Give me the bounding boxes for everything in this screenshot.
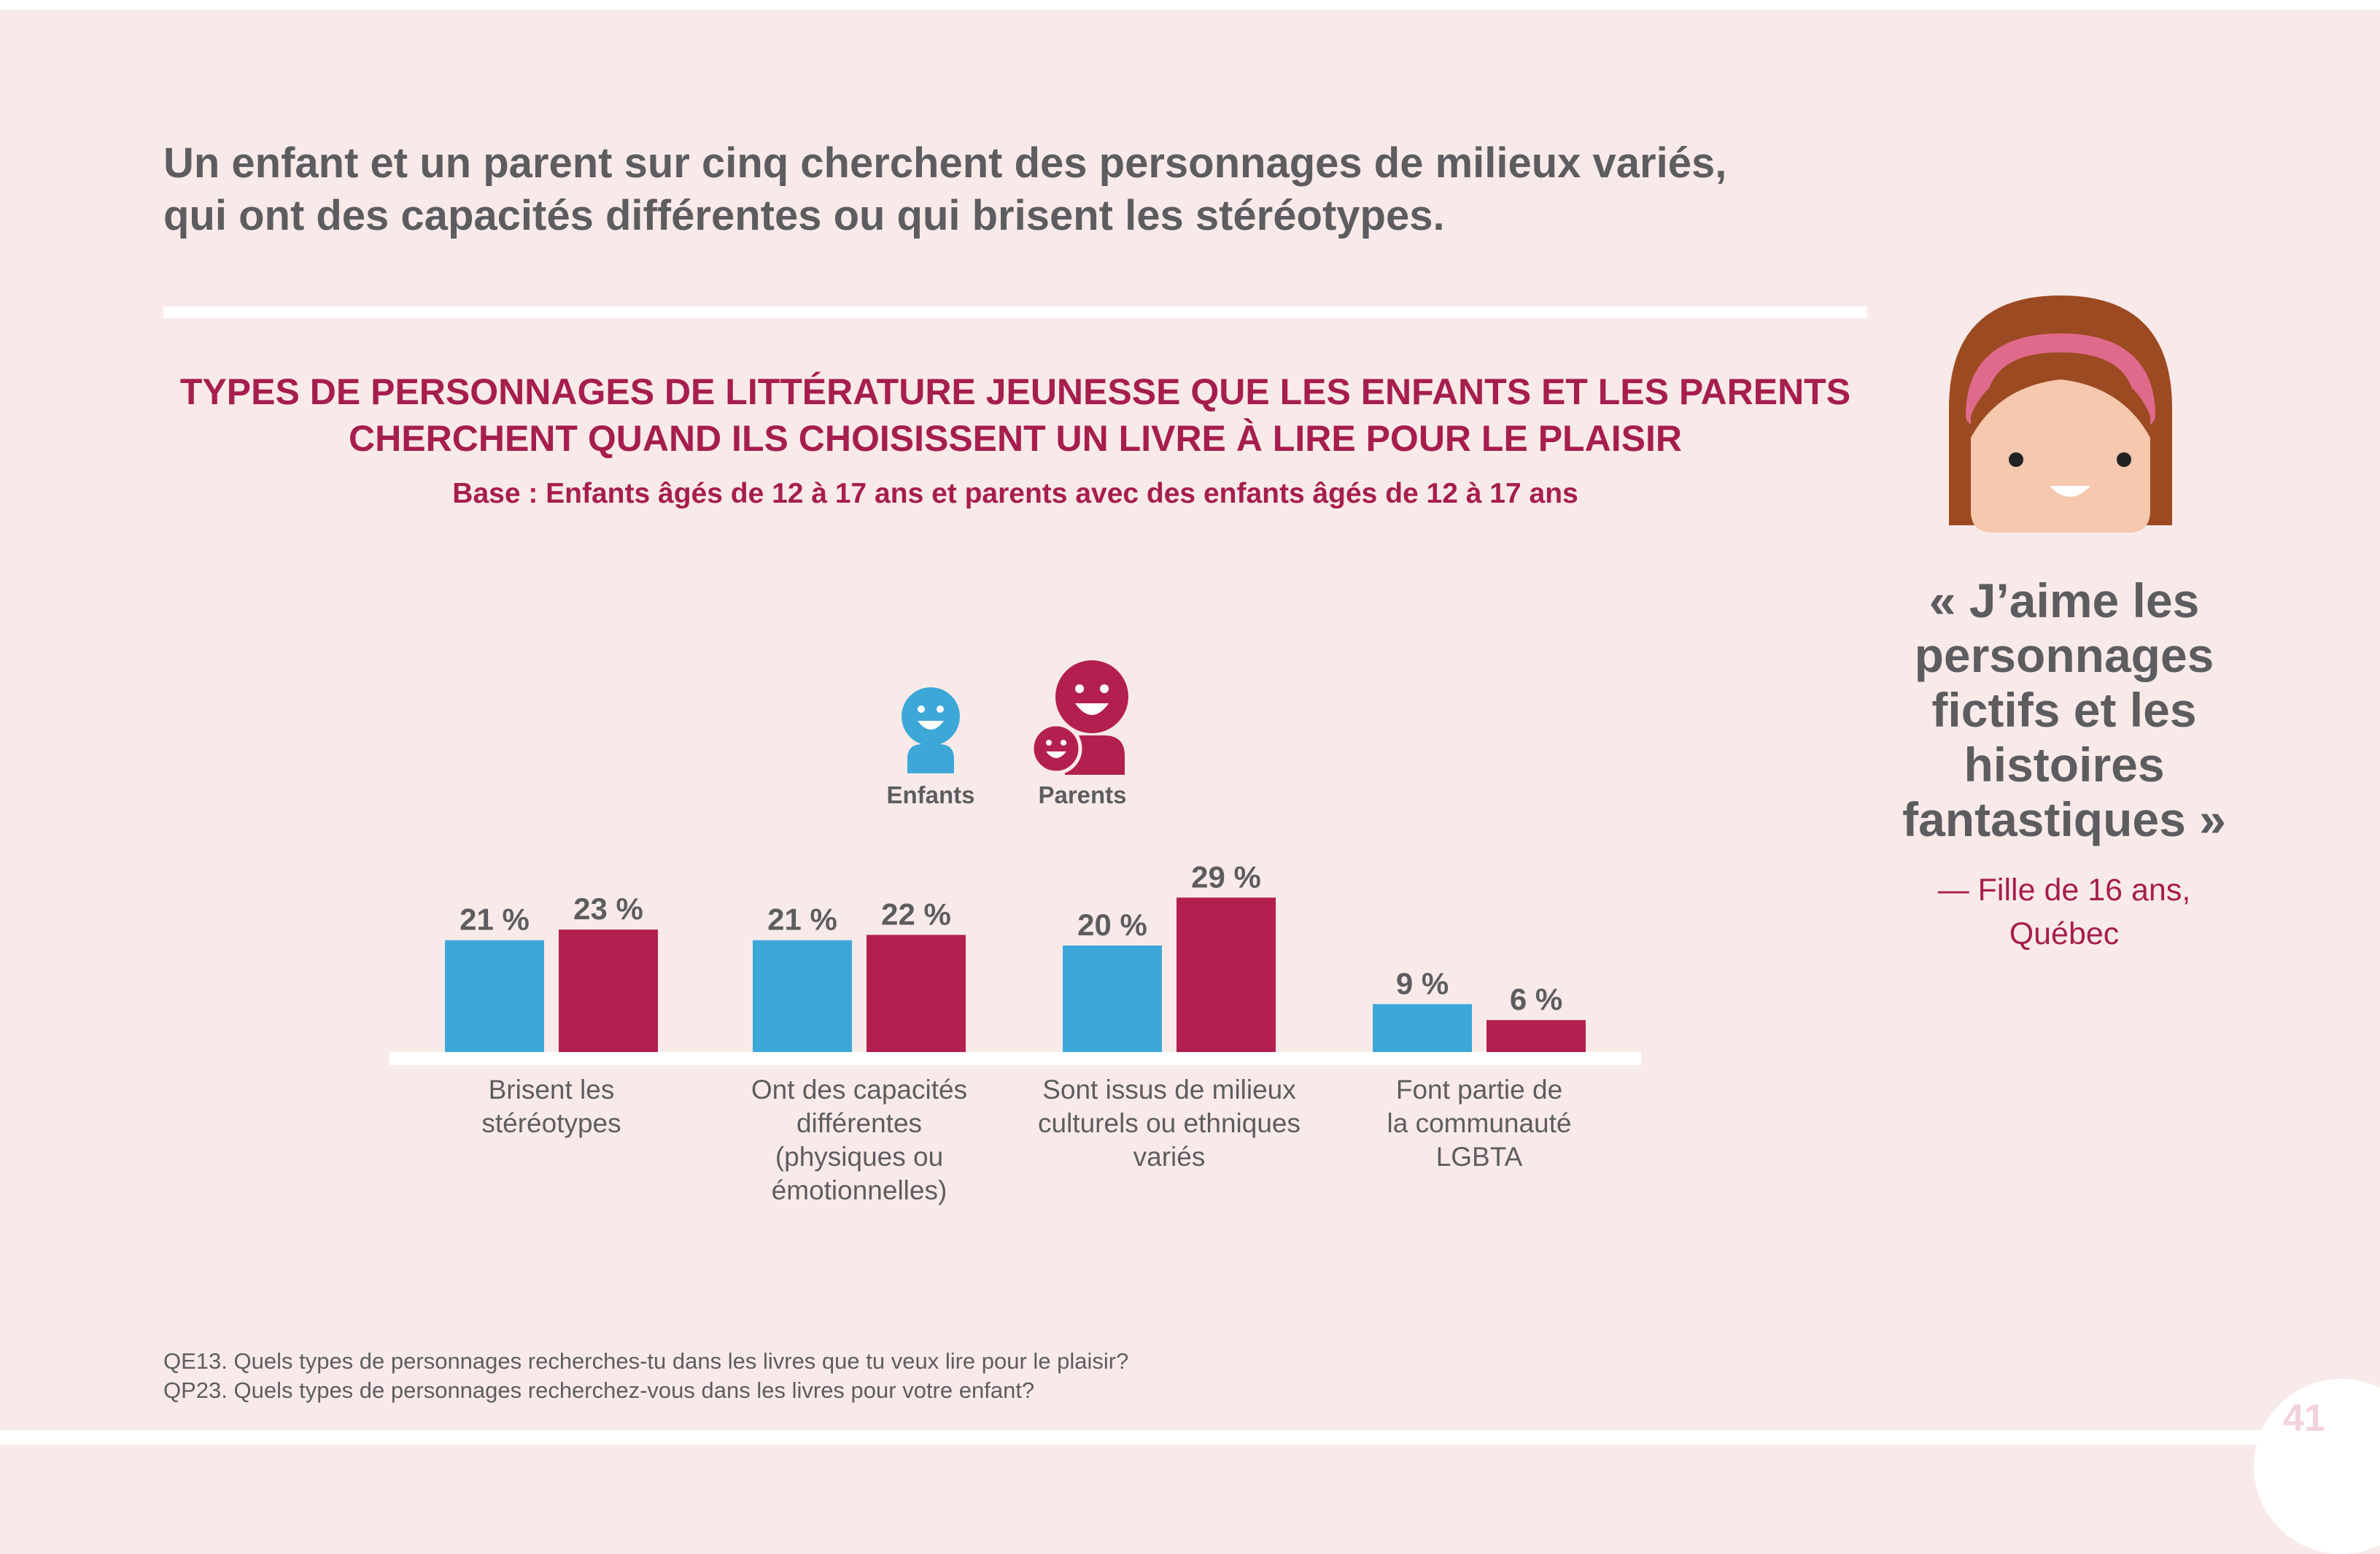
bar-enfants-3 — [1063, 946, 1162, 1052]
category-label-2-line-4: émotionnelles) — [772, 1175, 947, 1205]
footnote-qp23: QP23. Quels types de personnages recherc… — [163, 1377, 1035, 1403]
chart-subtitle: Base : Enfants âgés de 12 à 17 ans et pa… — [452, 478, 1578, 509]
top-strip — [0, 0, 2380, 10]
data-label-enfants-4: 9 % — [1396, 966, 1449, 1000]
category-label-3-line-2: culturels ou ethniques — [1038, 1108, 1301, 1138]
bar-parents-1 — [559, 929, 658, 1052]
bar-enfants-1 — [445, 940, 544, 1052]
category-label-2-line-1: Ont des capacités — [751, 1075, 967, 1105]
quote-line-3: fictifs et les — [1931, 683, 2197, 737]
bar-enfants-4 — [1373, 1004, 1472, 1052]
category-label-2-line-2: différentes — [796, 1108, 922, 1138]
category-label-3-line-3: variés — [1133, 1142, 1206, 1172]
parent-child-faces-icon — [1030, 660, 1128, 775]
category-label-3-line-1: Sont issus de milieux — [1042, 1075, 1296, 1105]
quote-line-2: personnages — [1914, 628, 2214, 682]
chart-title-line-1: TYPES DE PERSONNAGES DE LITTÉRATURE JEUN… — [179, 371, 1851, 412]
chart-title-line-2: CHERCHENT QUAND ILS CHOISISSENT UN LIVRE… — [349, 418, 1682, 459]
data-label-enfants-1: 21 % — [460, 902, 530, 937]
page-number: 41 — [2283, 1397, 2325, 1439]
quote-line-5: fantastiques » — [1902, 792, 2226, 846]
quote-line-4: histoires — [1964, 738, 2165, 792]
data-label-parents-2: 22 % — [881, 897, 951, 931]
headline-line-2: qui ont des capacités différentes ou qui… — [163, 192, 1445, 239]
category-label-4-line-1: Font partie de — [1396, 1075, 1562, 1105]
category-label-4-line-2: la communauté — [1387, 1108, 1572, 1138]
category-label-4-line-3: LGBTA — [1436, 1142, 1523, 1172]
bar-parents-4 — [1486, 1020, 1586, 1052]
data-label-enfants-3: 20 % — [1077, 908, 1147, 942]
page-headline: Un enfant et un parent sur cinq cherchen… — [163, 137, 1768, 242]
bar-enfants-2 — [753, 940, 852, 1052]
quote-attribution: — Fille de 16 ans, Québec — [1867, 868, 2261, 956]
data-label-parents-4: 6 % — [1510, 982, 1562, 1016]
data-label-enfants-2: 21 % — [767, 902, 837, 937]
quote-text: « J’aime les personnages fictifs et les … — [1867, 573, 2261, 847]
footnote-qe13: QE13. Quels types de personnages recherc… — [163, 1348, 1129, 1374]
girl-avatar-icon — [1949, 295, 2172, 533]
quote-attribution-line-1: — Fille de 16 ans, — [1937, 873, 2191, 908]
quote-attribution-line-2: Québec — [2009, 916, 2120, 951]
legend-parents-label: Parents — [1038, 781, 1127, 808]
chart-baseline — [389, 1052, 1641, 1065]
data-label-parents-3: 29 % — [1191, 859, 1261, 894]
category-label-1-line-2: stéréotypes — [481, 1108, 621, 1138]
bar-parents-2 — [867, 935, 966, 1052]
headline-line-1: Un enfant et un parent sur cinq cherchen… — [163, 139, 1727, 187]
bottom-strip — [0, 1430, 2380, 1445]
footnotes: QE13. Quels types de personnages recherc… — [163, 1347, 1128, 1405]
quote-line-1: « J’aime les — [1929, 573, 2200, 627]
legend-enfants-label: Enfants — [886, 781, 975, 808]
headline-divider — [163, 306, 1867, 318]
chart-title: TYPES DE PERSONNAGES DE LITTÉRATURE JEUN… — [163, 368, 1867, 462]
bar-parents-3 — [1177, 897, 1276, 1052]
category-label-1-line-1: Brisent les — [489, 1075, 615, 1105]
child-face-icon — [902, 687, 960, 773]
category-label-2-line-3: (physiques ou — [775, 1142, 943, 1172]
data-label-parents-1: 23 % — [573, 892, 643, 926]
